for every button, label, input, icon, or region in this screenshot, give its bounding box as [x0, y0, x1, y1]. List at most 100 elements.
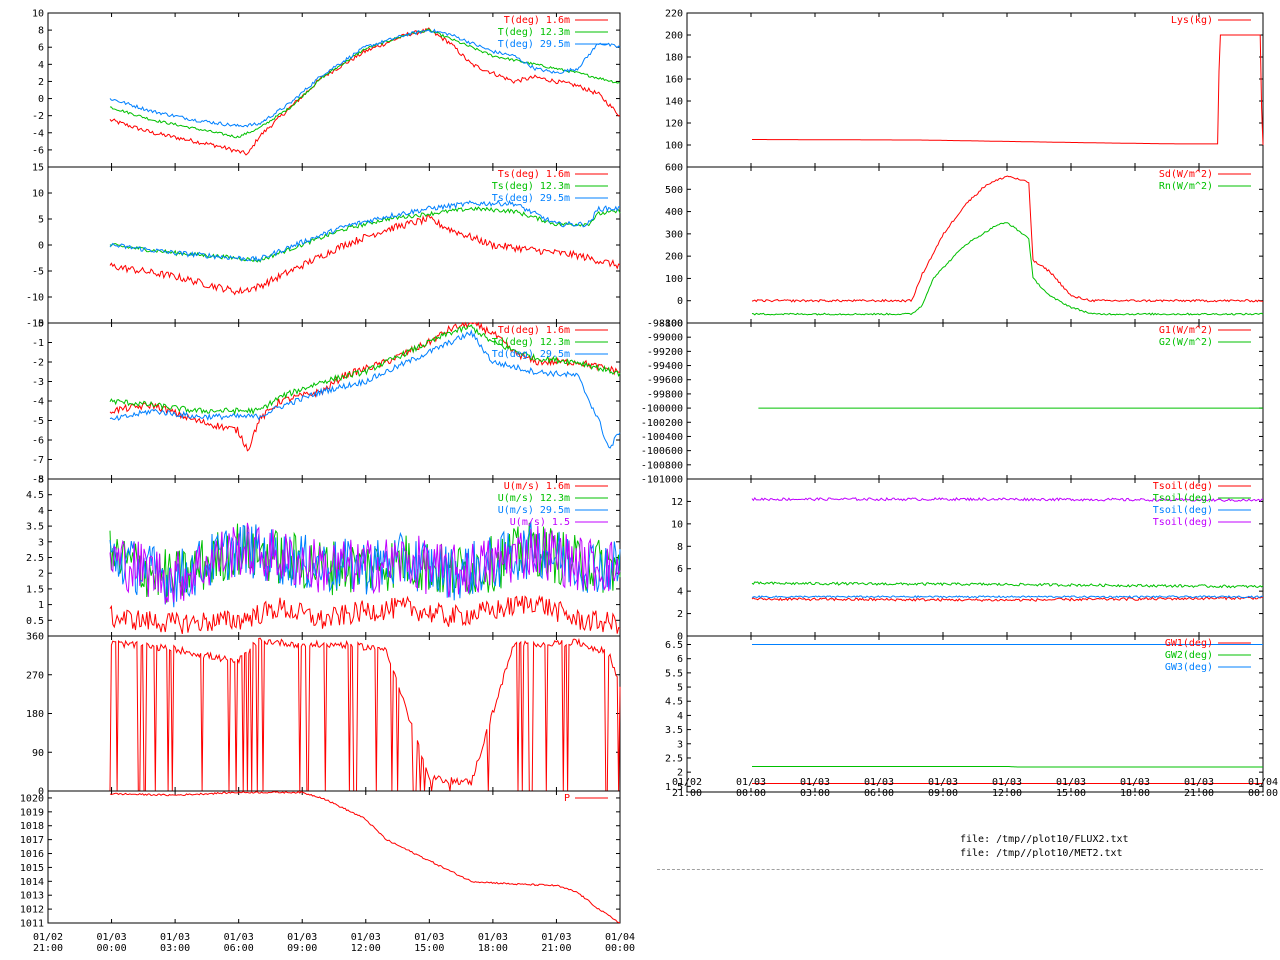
legend-label: Tsoil(deg)	[1153, 481, 1213, 492]
y-tick-label: 4	[677, 587, 683, 598]
y-tick-label: 2	[38, 569, 44, 580]
x-tick-label: 21:00	[541, 943, 571, 954]
x-tick-label: 01/03	[864, 777, 894, 788]
y-tick-label: -100	[659, 319, 683, 330]
y-tick-label: -5	[32, 416, 44, 427]
x-tick-label: 06:00	[224, 943, 254, 954]
y-tick-label: -10	[26, 293, 44, 304]
x-tick-label: 12:00	[351, 943, 381, 954]
x-tick-label: 01/03	[287, 932, 317, 943]
y-tick-label: -99200	[647, 347, 683, 358]
y-tick-label: 300	[665, 229, 683, 240]
y-tick-label: -1	[32, 338, 44, 349]
series-line	[751, 175, 1264, 303]
y-tick-label: 120	[665, 119, 683, 130]
legend-label: Lys(kg)	[1171, 15, 1213, 26]
legend-label: U(m/s) 1.6m	[504, 481, 570, 492]
series-line	[109, 521, 621, 608]
series-line	[109, 28, 621, 128]
y-tick-label: 100	[665, 274, 683, 285]
legend-label: Td(deg) 29.5m	[492, 349, 570, 360]
y-tick-label: -4	[32, 397, 44, 408]
y-tick-label: 3.5	[665, 725, 683, 736]
y-tick-label: 1012	[20, 905, 44, 916]
y-tick-label: 2	[677, 609, 683, 620]
x-tick-label: 00:00	[605, 943, 635, 954]
y-tick-label: -99000	[647, 333, 683, 344]
legend-label: Tsoil(deg)	[1153, 517, 1213, 528]
y-tick-label: 0	[677, 632, 683, 643]
y-tick-label: 1	[38, 600, 44, 611]
y-tick-label: -3	[32, 377, 44, 388]
x-tick-label: 18:00	[478, 943, 508, 954]
x-tick-label: 01/03	[478, 932, 508, 943]
legend-label: Rn(W/m^2)	[1159, 181, 1213, 192]
y-tick-label: 3.5	[26, 522, 44, 533]
y-tick-label: 1016	[20, 849, 44, 860]
x-tick-label: 01/03	[1120, 777, 1150, 788]
y-tick-label: 15	[32, 163, 44, 174]
y-tick-label: -101000	[641, 475, 683, 486]
y-tick-label: 2	[38, 77, 44, 88]
legend-label: Sd(W/m^2)	[1159, 169, 1213, 180]
series-line	[109, 790, 621, 924]
y-tick-label: 10	[32, 189, 44, 200]
y-tick-label: 6	[677, 564, 683, 575]
series-line	[109, 637, 621, 792]
y-tick-label: 0	[38, 787, 44, 798]
y-tick-label: -100000	[641, 404, 683, 415]
y-tick-label: 1.5	[665, 782, 683, 793]
y-tick-label: -100800	[641, 460, 683, 471]
legend-label: G2(W/m^2)	[1159, 337, 1213, 348]
separator-line	[657, 869, 1263, 870]
legend-label: P	[564, 793, 570, 804]
y-tick-label: 90	[32, 748, 44, 759]
y-tick-label: 3	[38, 537, 44, 548]
file-list: file: /tmp//plot10/FLUX2.txt file: /tmp/…	[960, 833, 1129, 861]
x-tick-label: 01/03	[541, 932, 571, 943]
x-tick-label: 01/03	[736, 777, 766, 788]
x-tick-label: 18:00	[1120, 788, 1150, 799]
series-line	[109, 594, 621, 635]
y-tick-label: 4.5	[26, 490, 44, 501]
x-tick-label: 09:00	[287, 943, 317, 954]
file-label: file: /tmp//plot10/MET2.txt	[960, 848, 1123, 859]
series-line	[751, 595, 1264, 599]
legend-label: T(deg) 1.6m	[504, 15, 570, 26]
legend-label: Tsoil(deg)	[1153, 493, 1213, 504]
panel-frame	[47, 635, 621, 792]
y-tick-label: 2.5	[26, 553, 44, 564]
x-tick-label: 03:00	[800, 788, 830, 799]
x-tick-label: 06:00	[864, 788, 894, 799]
y-tick-label: -4	[32, 128, 44, 139]
y-tick-label: -100600	[641, 446, 683, 457]
y-tick-label: 140	[665, 97, 683, 108]
y-tick-label: 500	[665, 185, 683, 196]
panel-frame	[686, 635, 1264, 793]
series-line	[752, 766, 1263, 768]
y-tick-label: -99400	[647, 361, 683, 372]
x-tick-label: 21:00	[1184, 788, 1214, 799]
legend-label: U(m/s) 1.5	[510, 517, 570, 528]
file-label: file: /tmp//plot10/FLUX2.txt	[960, 834, 1129, 845]
y-tick-label: 200	[665, 31, 683, 42]
y-tick-label: 0	[38, 241, 44, 252]
x-tick-label: 03:00	[160, 943, 190, 954]
y-tick-label: -2	[32, 111, 44, 122]
x-tick-label: 00:00	[736, 788, 766, 799]
y-tick-label: 4	[677, 711, 683, 722]
x-tick-label: 01/03	[992, 777, 1022, 788]
x-tick-label: 01/02	[33, 932, 63, 943]
y-tick-label: 1019	[20, 807, 44, 818]
y-tick-label: 6	[677, 654, 683, 665]
y-tick-label: -99800	[647, 389, 683, 400]
panel-frame	[47, 790, 621, 924]
x-tick-label: 01/03	[414, 932, 444, 943]
y-tick-label: 0	[38, 94, 44, 105]
x-tick-label: 09:00	[928, 788, 958, 799]
y-tick-label: -100200	[641, 418, 683, 429]
legend-label: Td(deg) 1.6m	[498, 325, 570, 336]
y-tick-label: -5	[32, 267, 44, 278]
x-tick-label: 00:00	[97, 943, 127, 954]
x-tick-label: 01/03	[224, 932, 254, 943]
